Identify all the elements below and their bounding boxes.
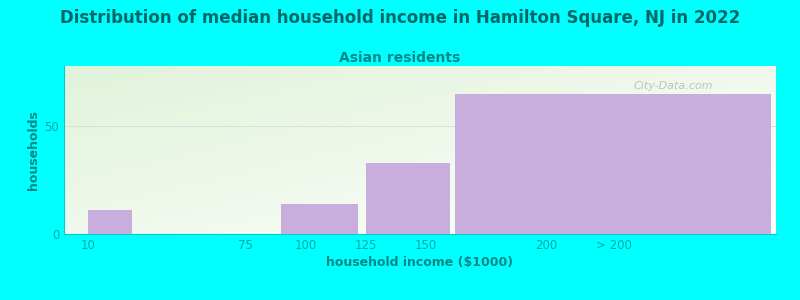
Text: Distribution of median household income in Hamilton Square, NJ in 2022: Distribution of median household income … <box>60 9 740 27</box>
X-axis label: household income ($1000): household income ($1000) <box>326 256 514 269</box>
Text: City-Data.com: City-Data.com <box>634 81 713 91</box>
Bar <box>366 163 450 234</box>
Bar <box>282 204 358 234</box>
Bar <box>614 94 771 234</box>
Bar <box>455 94 614 234</box>
Y-axis label: households: households <box>27 110 40 190</box>
Bar <box>88 210 131 234</box>
Text: Asian residents: Asian residents <box>339 51 461 65</box>
